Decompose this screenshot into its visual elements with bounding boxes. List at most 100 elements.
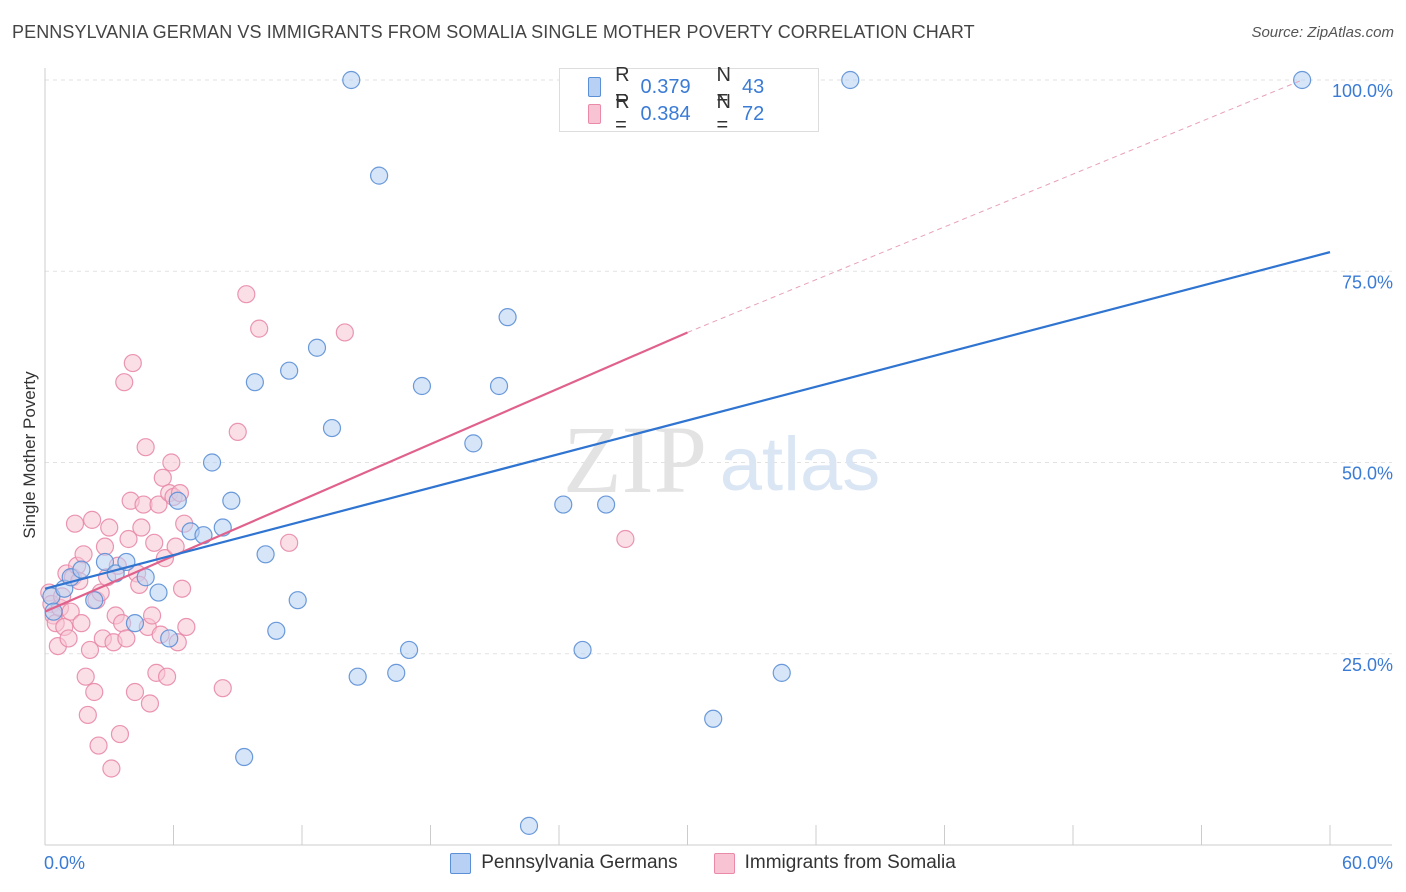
point-pennsylvania-germans [245, 373, 264, 392]
point-pennsylvania-germans [399, 640, 419, 660]
point-pennsylvania-germans [160, 629, 179, 648]
point-pennsylvania-germans [307, 338, 327, 357]
tick-labels: 25.0% 50.0% 75.0% 100.0% 0.0% 60.0% [44, 81, 1393, 873]
point-immigrants-from-somalia [140, 694, 160, 713]
legend-n-label: N = [716, 64, 731, 109]
point-immigrants-from-somalia [102, 759, 121, 778]
point-pennsylvania-germans [348, 667, 367, 686]
point-pennsylvania-germans [498, 308, 517, 327]
point-immigrants-from-somalia [157, 667, 177, 686]
point-pennsylvania-germans [222, 491, 241, 510]
legend-item-immigrants-from-somalia[interactable]: Immigrants from Somalia [713, 852, 956, 874]
legend-swatch-somalia [588, 104, 602, 124]
point-immigrants-from-somalia [78, 705, 97, 725]
point-pennsylvania-germans [519, 816, 539, 835]
point-immigrants-from-somalia [280, 533, 299, 552]
point-immigrants-from-somalia [65, 514, 85, 533]
axes [44, 68, 1392, 846]
point-pennsylvania-germans [280, 361, 299, 380]
x-tick-label-min: 0.0% [44, 853, 85, 873]
point-pennsylvania-germans [149, 583, 168, 602]
y-tick-label-100: 100.0% [1332, 81, 1393, 101]
point-immigrants-from-somalia [110, 724, 130, 744]
point-immigrants-from-somalia [132, 518, 151, 537]
point-pennsylvania-germans [464, 434, 483, 453]
point-immigrants-from-somalia [149, 495, 168, 514]
point-pennsylvania-germans [202, 453, 222, 472]
watermark-atlas: atlas [720, 422, 881, 507]
point-pennsylvania-germans [412, 376, 432, 396]
point-immigrants-from-somalia [85, 682, 104, 702]
point-pennsylvania-germans [597, 495, 616, 514]
point-pennsylvania-germans [573, 640, 592, 660]
stats-legend: R = 0.379 N = 43 R = 0.384 N = 72 [559, 64, 819, 136]
point-pennsylvania-germans [370, 166, 389, 185]
legend-r-value-somalia: 0.384 [640, 102, 691, 125]
point-immigrants-from-somalia [616, 529, 635, 549]
legend-n-value-somalia: 72 [742, 102, 765, 125]
point-pennsylvania-germans [322, 418, 342, 438]
point-immigrants-from-somalia [335, 323, 354, 342]
point-pennsylvania-germans [342, 70, 361, 90]
point-pennsylvania-germans [1293, 70, 1312, 90]
point-immigrants-from-somalia [172, 579, 192, 598]
point-pennsylvania-germans [95, 552, 115, 572]
point-immigrants-from-somalia [162, 453, 181, 472]
series-legend: Pennsylvania Germans Immigrants from Som… [0, 852, 1406, 874]
watermark: ZIP atlas [563, 406, 880, 513]
legend-label-immigrants-from-somalia: Immigrants from Somalia [744, 852, 956, 873]
legend-r-label: R = [615, 91, 630, 136]
point-pennsylvania-germans [85, 591, 104, 610]
point-immigrants-from-somalia [72, 614, 91, 633]
point-pennsylvania-germans [72, 560, 91, 579]
point-immigrants-from-somalia [76, 667, 95, 686]
point-immigrants-from-somalia [123, 353, 142, 373]
legend-swatch-pennsylvania [588, 77, 602, 97]
point-pennsylvania-germans [704, 709, 723, 728]
point-immigrants-from-somalia [89, 736, 108, 755]
point-immigrants-from-somalia [153, 468, 172, 487]
chart-title: PENNSYLVANIA GERMAN VS IMMIGRANTS FROM S… [12, 22, 975, 42]
point-immigrants-from-somalia [177, 617, 196, 637]
trend-extension-immigrants-from-somalia [687, 79, 1303, 333]
point-immigrants-from-somalia [83, 510, 102, 529]
legend-swatch-pennsylvania-germans [450, 852, 472, 874]
point-immigrants-from-somalia [80, 640, 100, 660]
legend-label-pennsylvania-germans: Pennsylvania Germans [481, 852, 678, 873]
point-pennsylvania-germans [267, 621, 286, 640]
point-pennsylvania-germans [235, 747, 254, 767]
point-pennsylvania-germans [841, 70, 860, 90]
x-tick-label-max: 60.0% [1342, 853, 1393, 873]
point-immigrants-from-somalia [115, 373, 134, 392]
point-immigrants-from-somalia [142, 606, 162, 625]
watermark-zip: ZIP [563, 406, 707, 513]
legend-r-value-pennsylvania: 0.379 [640, 75, 691, 98]
y-tick-label-25: 25.0% [1342, 655, 1393, 675]
point-pennsylvania-germans [772, 663, 791, 682]
point-pennsylvania-germans [554, 495, 573, 514]
point-immigrants-from-somalia [59, 629, 78, 648]
point-pennsylvania-germans [489, 376, 509, 396]
point-immigrants-from-somalia [117, 629, 136, 648]
point-pennsylvania-germans [288, 591, 307, 610]
legend-row-somalia: R = 0.384 N = 72 [588, 91, 818, 136]
point-immigrants-from-somalia [250, 319, 269, 338]
trend-line-immigrants-from-somalia [44, 331, 688, 613]
trend-lines [44, 79, 1331, 613]
y-axis-label: Single Mother Poverty [20, 371, 39, 539]
legend-row-pennsylvania: R = 0.379 N = 43 [588, 64, 818, 109]
point-immigrants-from-somalia [74, 545, 93, 564]
point-immigrants-from-somalia [119, 529, 138, 549]
point-immigrants-from-somalia [125, 682, 145, 702]
point-pennsylvania-germans [125, 614, 145, 633]
point-immigrants-from-somalia [100, 518, 119, 537]
point-immigrants-from-somalia [136, 438, 155, 457]
point-pennsylvania-germans [168, 491, 187, 510]
point-immigrants-from-somalia [237, 285, 256, 304]
legend-item-pennsylvania-germans[interactable]: Pennsylvania Germans [450, 852, 678, 874]
source-label: Source: ZipAtlas.com [1251, 24, 1394, 41]
legend-swatch-immigrants-from-somalia [713, 852, 735, 874]
legend-r-label: R = [615, 64, 630, 109]
data-points [40, 70, 1312, 835]
